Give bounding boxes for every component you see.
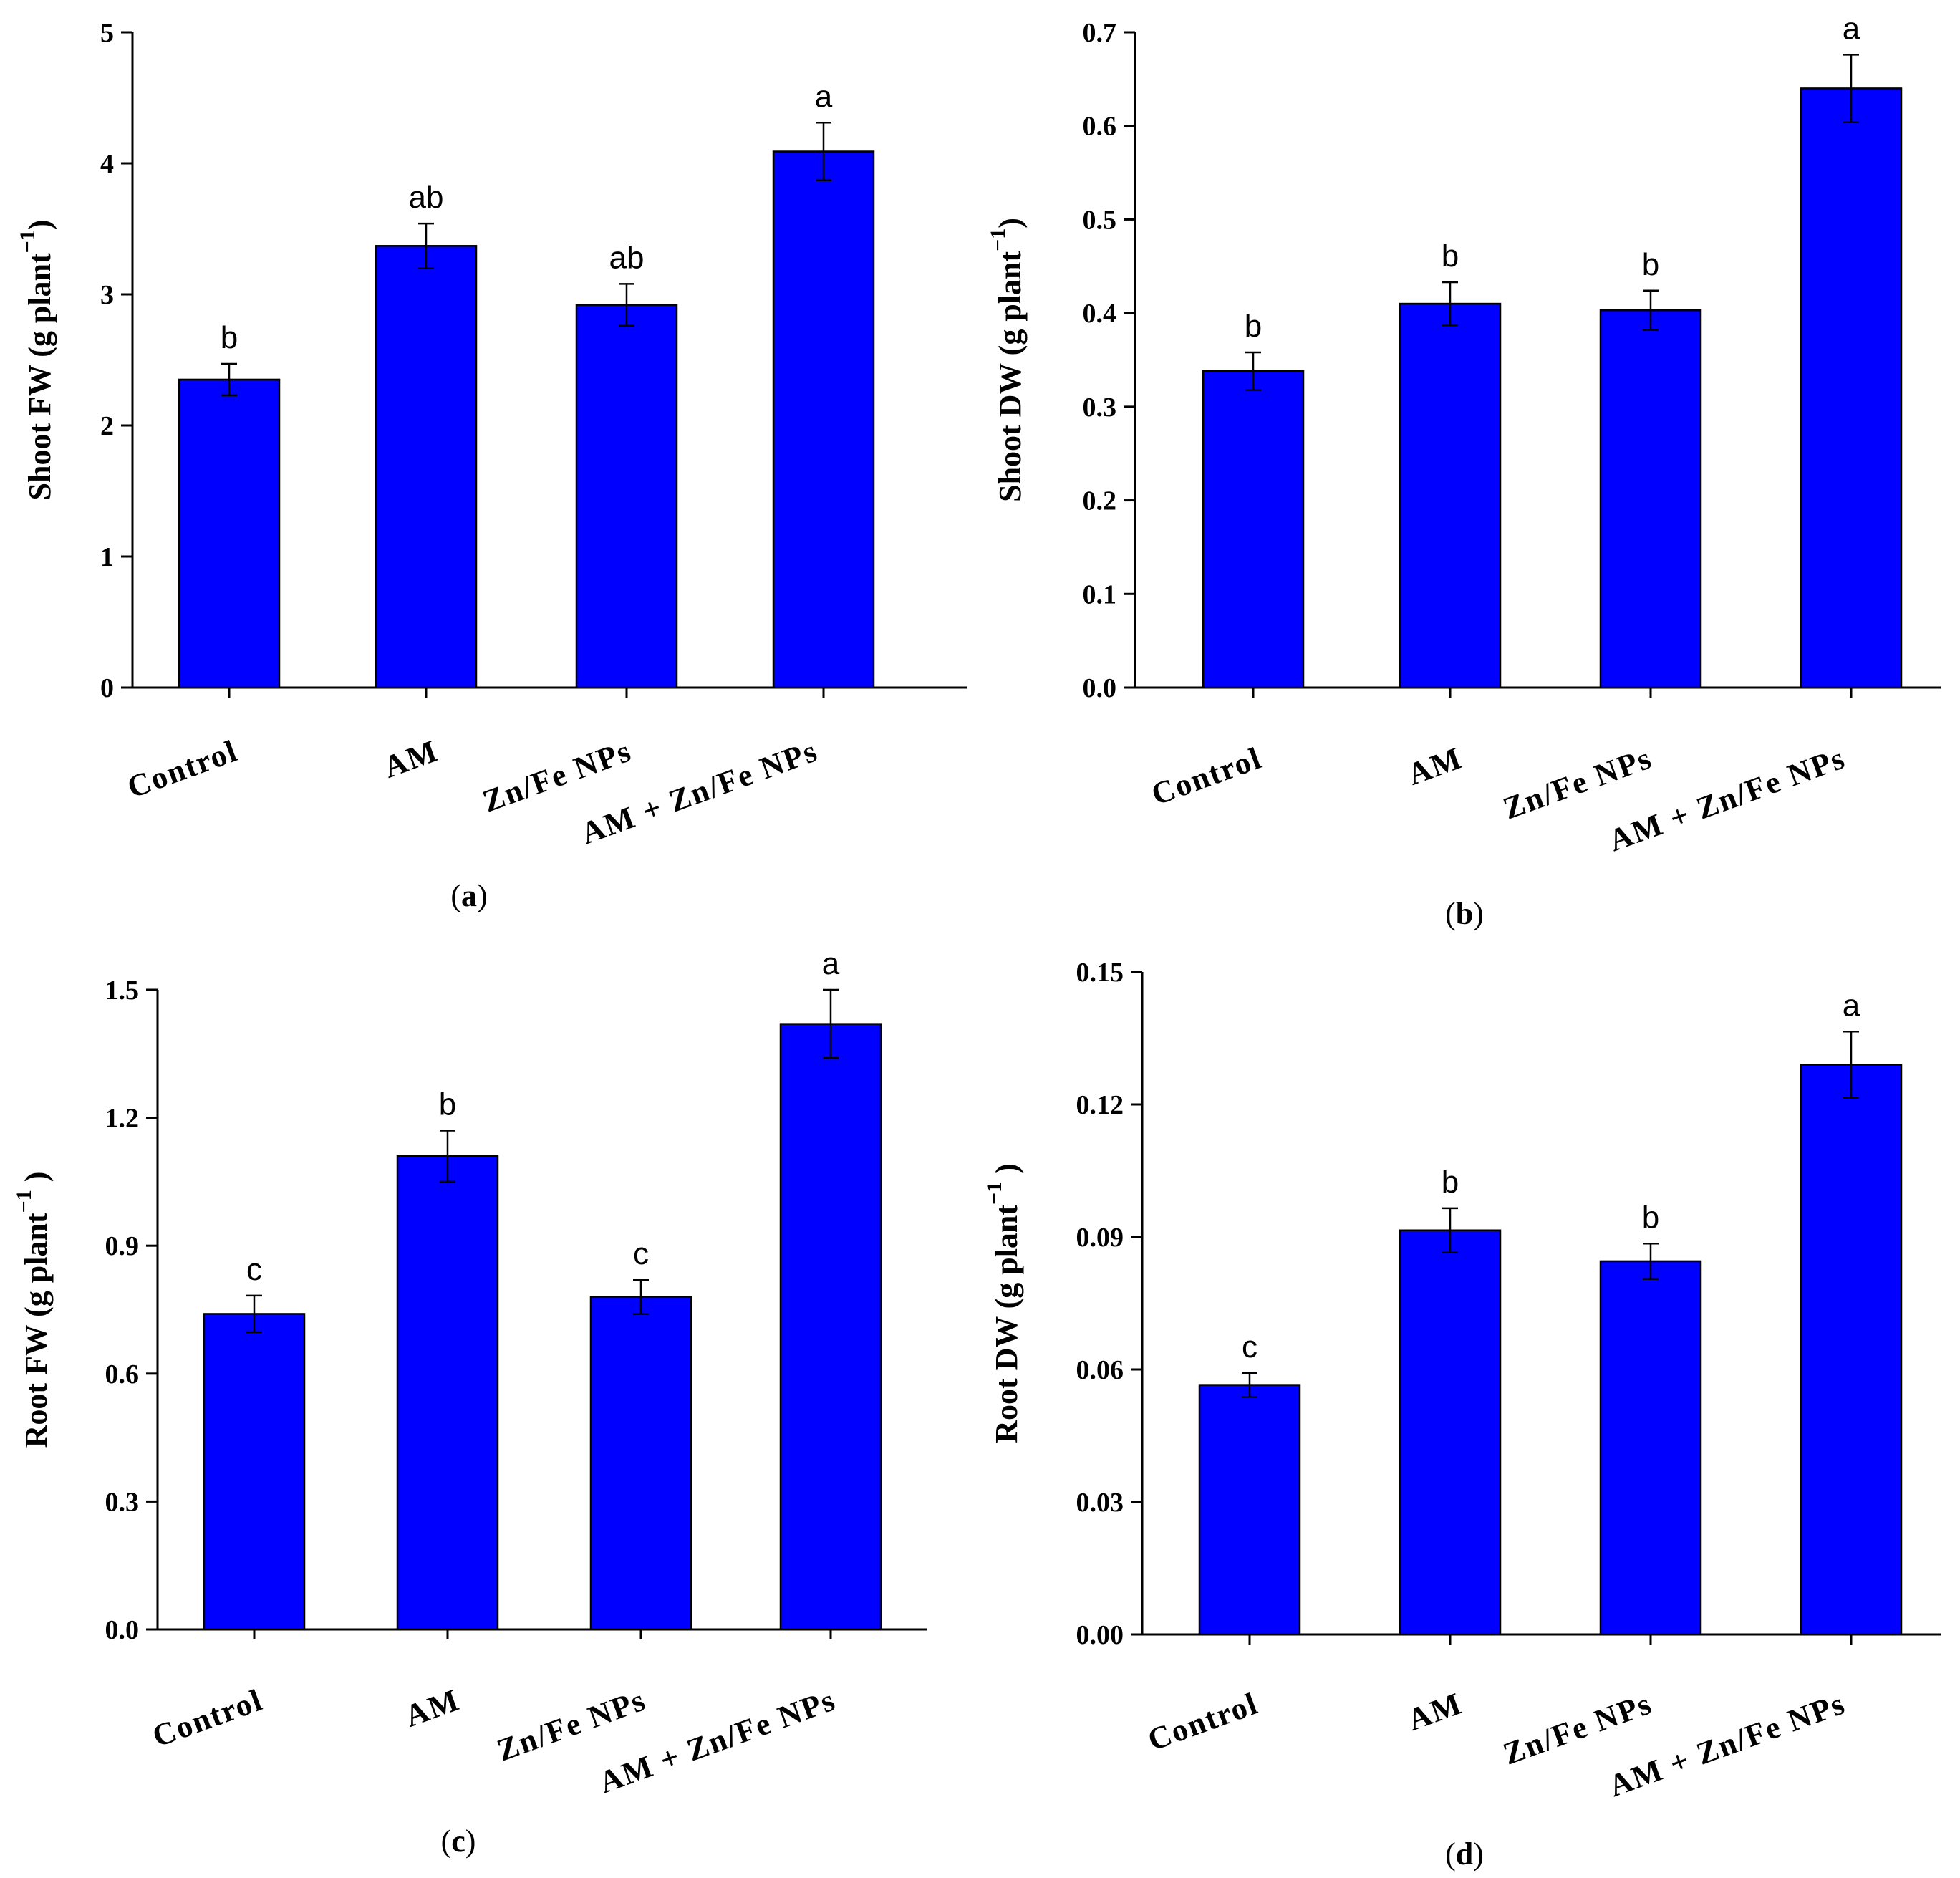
y-tick-label: 0.0 xyxy=(105,1615,140,1645)
bar xyxy=(575,304,678,689)
y-tick-label: 5 xyxy=(100,18,114,48)
bar xyxy=(1800,1064,1903,1636)
x-tick-label: Control xyxy=(122,733,242,805)
significance-letter: b xyxy=(221,320,238,355)
significance-letter: c xyxy=(1242,1329,1257,1364)
y-axis-title: Shoot FW (g plant−1) xyxy=(16,220,57,501)
bar xyxy=(375,245,478,689)
bar xyxy=(1599,1260,1702,1636)
significance-letter: b xyxy=(1442,1165,1459,1200)
significance-letter: b xyxy=(1442,239,1459,274)
y-tick-label: 0.5 xyxy=(1083,205,1117,235)
y-axis-title: Root DW (g plant−1 ) xyxy=(983,1163,1024,1443)
y-axis-title: Shoot DW (g plant−1) xyxy=(986,218,1028,502)
significance-letter: c xyxy=(246,1252,262,1287)
significance-letter: a xyxy=(1843,11,1860,46)
panel-label: (c) xyxy=(441,1824,476,1859)
x-tick-label: AM xyxy=(379,733,443,784)
bar xyxy=(1399,302,1502,689)
significance-letter: c xyxy=(633,1236,649,1271)
bar xyxy=(178,378,281,689)
significance-letter: a xyxy=(1843,988,1860,1023)
x-tick-label: Control xyxy=(1143,1685,1263,1758)
y-tick-label: 0.12 xyxy=(1076,1090,1124,1120)
bar xyxy=(1198,1384,1301,1636)
bar xyxy=(1399,1229,1502,1636)
bar xyxy=(779,1023,882,1631)
x-tick-label: Zn/Fe NPs xyxy=(1499,1685,1657,1771)
significance-letter: b xyxy=(1245,309,1262,344)
y-tick-label: 2 xyxy=(100,411,114,441)
bar xyxy=(1599,309,1702,689)
y-tick-label: 0.00 xyxy=(1076,1620,1124,1650)
chart-panel-d: 0.00 0.03 0.06 0.09 0.12 0.15 Root DW (g plant… xyxy=(983,958,1941,1872)
panel-label: (a) xyxy=(450,878,487,913)
y-tick-label: 0.6 xyxy=(1083,112,1117,142)
bar xyxy=(203,1313,306,1631)
panel-label: (d) xyxy=(1445,1836,1484,1872)
y-tick-label: 0.1 xyxy=(1083,579,1117,610)
y-tick-label: 0.09 xyxy=(1076,1223,1124,1253)
x-tick-label: Control xyxy=(1146,740,1266,812)
x-tick-label: AM xyxy=(400,1682,464,1733)
x-tick-label: AM xyxy=(1403,740,1467,791)
bar xyxy=(1800,87,1903,689)
significance-letter: b xyxy=(439,1087,456,1122)
y-tick-label: 1 xyxy=(100,542,114,572)
significance-letter: b xyxy=(1642,1200,1659,1235)
y-tick-label: 0.15 xyxy=(1076,958,1124,988)
y-tick-label: 3 xyxy=(100,280,114,310)
y-tick-label: 0.9 xyxy=(105,1231,140,1261)
bar xyxy=(589,1296,692,1631)
y-tick-label: 0.06 xyxy=(1076,1355,1124,1385)
y-tick-label: 0.6 xyxy=(105,1359,140,1390)
y-axis-title: Root FW (g plant−1 ) xyxy=(12,1172,54,1448)
y-tick-label: 0.3 xyxy=(1083,393,1117,423)
significance-letter: b xyxy=(1642,247,1659,282)
y-tick-label: 1.5 xyxy=(105,976,140,1006)
bar xyxy=(1202,370,1305,689)
chart-panel-b: 0.0 0.1 0.2 0.3 0.4 0.5 0.6 0.7 Shoot DW (g plan… xyxy=(986,11,1941,931)
significance-letter: ab xyxy=(609,240,645,275)
significance-letter: ab xyxy=(409,180,444,215)
significance-letter: a xyxy=(815,79,833,114)
y-tick-label: 0.3 xyxy=(105,1487,140,1517)
x-tick-label: Control xyxy=(148,1682,267,1754)
x-tick-label: Zn/Fe NPs xyxy=(1499,740,1657,826)
panel-label: (b) xyxy=(1445,896,1484,931)
y-tick-label: 1.2 xyxy=(105,1104,140,1134)
y-tick-label: 0 xyxy=(100,673,114,703)
significance-letter: a xyxy=(822,946,840,981)
y-tick-label: 0.0 xyxy=(1083,673,1117,703)
y-tick-label: 0.4 xyxy=(1083,299,1117,329)
y-tick-label: 0.7 xyxy=(1083,18,1117,48)
y-tick-label: 0.2 xyxy=(1083,486,1117,516)
chart-panel-c: 0.0 0.3 0.6 0.9 1.2 1.5 Root FW (g plant−1 ) c C… xyxy=(12,946,927,1859)
x-tick-label: AM xyxy=(1403,1685,1467,1737)
bar xyxy=(396,1155,499,1631)
chart-panel-a: 0 1 2 3 4 5 Shoot FW (g plant−1) b Control ab AM ab… xyxy=(16,18,967,913)
bar xyxy=(772,150,875,689)
y-tick-label: 4 xyxy=(100,149,114,179)
y-tick-label: 0.03 xyxy=(1076,1488,1124,1518)
